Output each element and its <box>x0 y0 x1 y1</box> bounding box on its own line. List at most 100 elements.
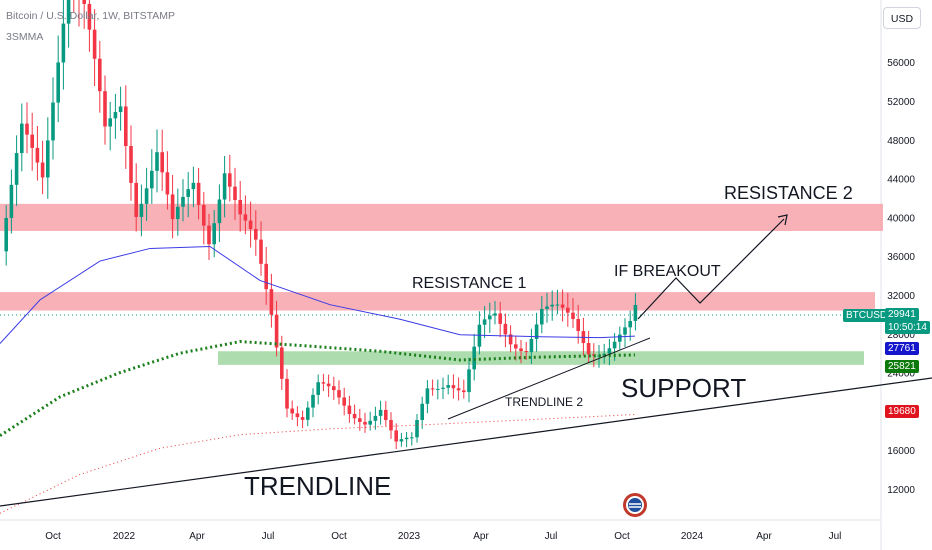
blue-ma-tag: 27761 <box>885 342 919 355</box>
candle-body <box>113 112 118 119</box>
main-trendline <box>0 377 932 507</box>
candle-body <box>56 62 60 103</box>
y-tick-label: 28000 <box>887 330 915 341</box>
green-ma-line <box>0 340 636 437</box>
candle-body <box>316 382 320 395</box>
candle-body <box>176 206 180 220</box>
y-tick-label: 44000 <box>887 175 915 186</box>
candle-body <box>503 323 508 335</box>
x-tick-label: Apr <box>189 531 205 542</box>
red-ma-tag: 19680 <box>885 405 919 418</box>
countdown-tag: 10:50:14 <box>885 321 930 334</box>
annotation-resistance-2: RESISTANCE 2 <box>724 183 853 203</box>
candle-body <box>352 413 357 419</box>
x-tick-label: Apr <box>473 531 489 542</box>
candle-body <box>124 106 128 147</box>
candle-body <box>150 170 154 189</box>
trendline-2 <box>447 337 651 420</box>
candle-body <box>342 397 346 406</box>
candle-body <box>87 3 92 30</box>
candle-body <box>207 225 211 245</box>
x-tick-label: Jul <box>262 531 275 542</box>
candle-body <box>456 388 461 391</box>
candle-body <box>254 228 258 240</box>
candle-body <box>295 413 300 418</box>
x-tick-label: Apr <box>756 531 772 542</box>
candle-body <box>144 188 149 204</box>
candle-body <box>410 437 414 439</box>
y-tick-label: 16000 <box>887 446 915 457</box>
candle-body <box>82 0 86 4</box>
candle-body <box>4 217 8 252</box>
candle-body <box>129 146 133 183</box>
candle-body <box>264 263 268 290</box>
candle-body <box>571 312 575 319</box>
candle-body <box>61 23 66 63</box>
candle-body <box>446 385 450 388</box>
x-tick-label: 2024 <box>681 531 704 542</box>
candle-body <box>519 348 523 352</box>
candle-body <box>9 184 14 218</box>
last-price-tag: 29941 <box>885 308 919 321</box>
candle-body <box>441 387 445 389</box>
breakout-arrow-head <box>777 214 788 226</box>
y-tick-label: 52000 <box>887 97 915 108</box>
candle-body <box>576 318 580 332</box>
candle-body <box>14 153 19 185</box>
candle-body <box>103 91 107 127</box>
x-tick-label: 2022 <box>113 531 136 542</box>
candle-body <box>612 341 617 349</box>
candle-body <box>139 203 144 217</box>
candle-body <box>566 307 570 313</box>
candle-body <box>430 388 435 390</box>
candle-body <box>285 378 289 409</box>
x-tick-label: Jul <box>829 531 842 542</box>
candle-body <box>368 420 372 425</box>
y-tick-label: 40000 <box>887 213 915 224</box>
candle-body <box>451 385 456 389</box>
candle-body <box>92 29 97 59</box>
candle-body <box>560 304 565 308</box>
candle-body <box>623 327 627 335</box>
candle-body <box>436 388 440 390</box>
candle-body <box>399 439 404 442</box>
candle-body <box>425 388 430 404</box>
candle-body <box>389 420 393 431</box>
candle-body <box>555 304 560 306</box>
candle-body <box>524 351 528 353</box>
candle-body <box>384 409 388 421</box>
resistance-zone-0 <box>0 203 883 231</box>
candle-body <box>248 220 253 229</box>
candle-body <box>269 289 274 315</box>
candle-body <box>508 334 513 345</box>
y-tick-label: 12000 <box>887 485 915 496</box>
candle-body <box>170 194 175 220</box>
annotation-if-breakout: IF BREAKOUT <box>614 263 721 280</box>
candle-body <box>238 199 242 215</box>
candle-body <box>404 437 409 440</box>
candle-body <box>30 134 34 148</box>
currency-button[interactable]: USD <box>883 7 921 29</box>
candle-body <box>462 390 466 393</box>
candle-body <box>378 409 383 416</box>
candle-body <box>165 172 170 195</box>
candle-body <box>259 239 263 264</box>
candle-body <box>300 417 305 420</box>
candle-body <box>534 324 539 339</box>
candle-body <box>186 189 190 197</box>
resistance-zone-1 <box>0 292 875 311</box>
candle-body <box>66 0 71 24</box>
candle-body <box>202 204 206 226</box>
candle-body <box>347 405 352 414</box>
candle-body <box>373 415 378 421</box>
candle-body <box>498 313 502 324</box>
annotation-support: SUPPORT <box>621 373 746 403</box>
candle-body <box>212 223 216 245</box>
candle-body <box>311 394 315 408</box>
candle-body <box>274 314 279 348</box>
candle-body <box>488 315 492 320</box>
candle-body <box>233 186 237 200</box>
symbol-title: Bitcoin / U.S. Dollar, 1W, BITSTAMP <box>6 10 176 22</box>
candle-body <box>280 347 284 379</box>
